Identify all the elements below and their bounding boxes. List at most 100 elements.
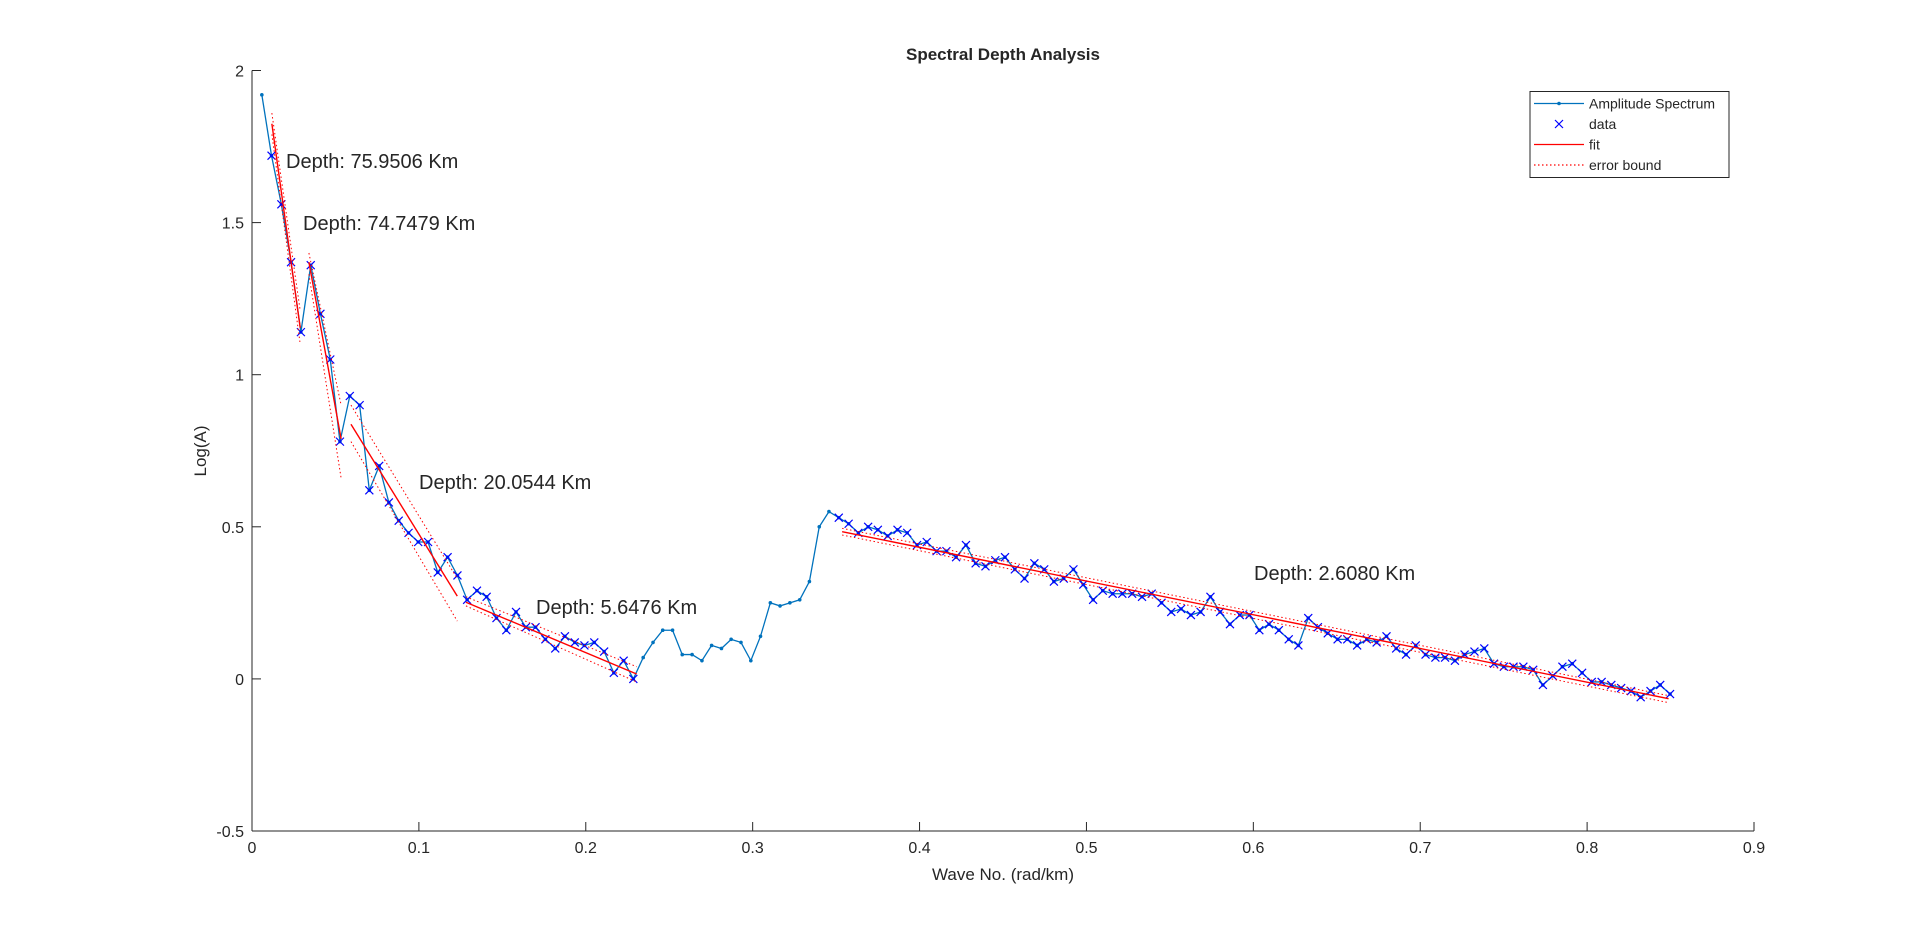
depth-annotation: Depth: 75.9506 Km [286,151,458,173]
data-marker [1196,607,1206,617]
data-marker [1538,680,1548,690]
data-marker [550,644,560,653]
x-tick-label: 0.5 [1075,840,1097,857]
data-marker [1421,650,1430,659]
x-tick-label: 0 [248,840,257,857]
x-tick-label: 0.9 [1743,840,1765,857]
y-tick-label: -0.5 [216,824,244,841]
spectrum-point [797,598,802,602]
x-tick-label: 0.3 [742,840,764,857]
legend-label: fit [1589,137,1600,153]
data-marker [462,595,472,605]
data-marker [1166,607,1176,617]
error-bound [350,404,458,579]
spectrum-point [660,628,665,633]
data-marker [1020,574,1029,583]
data-marker [453,571,462,580]
data-marker [844,519,854,529]
y-tick-label: 0.5 [222,520,244,537]
data-marker [1401,650,1411,659]
x-tick-label: 0.4 [908,840,930,857]
data-marker [1499,662,1509,672]
spectrum-point [827,509,831,514]
fit-line [271,123,301,328]
data-marker [1577,668,1587,678]
data-marker [1108,589,1118,599]
spectrum-point [817,525,822,529]
data-marker [1069,564,1078,574]
spectrum-point [651,640,655,645]
data-marker [1479,644,1489,653]
data-marker [834,513,844,523]
data-marker [1225,619,1235,629]
data-marker [863,522,873,532]
data-marker [364,485,374,495]
fit-line [465,601,637,675]
y-tick-label: 1.5 [222,216,244,233]
data-marker [384,498,394,507]
data-marker [1333,634,1343,644]
data-marker [1206,592,1215,602]
data-marker [628,674,638,684]
data-marker [1284,634,1294,644]
data-marker [1646,686,1655,696]
error-bound [842,527,1669,697]
y-tick-label: 0 [235,672,244,689]
depth-annotation: Depth: 74.7479 Km [303,213,475,235]
spectrum-point [709,643,714,648]
data-marker [335,437,345,447]
data-marker [1450,656,1460,666]
depth-annotation: Depth: 5.6476 Km [536,597,697,619]
data-marker [1215,607,1225,617]
spectrum-point [719,646,724,651]
data-marker [1088,595,1098,605]
data-marker [1186,610,1196,620]
data-marker [619,656,629,666]
error-bound [842,534,1669,704]
data-marker [1117,589,1127,599]
error-bound [271,134,301,345]
x-tick-label: 0.1 [408,840,430,857]
legend-swatch-marker [1554,119,1564,129]
depth-annotation: Depth: 20.0544 Km [419,472,591,494]
data-marker [873,525,883,535]
x-tick-label: 0.8 [1576,840,1598,857]
spectrum-point [768,601,773,605]
y-tick-label: 2 [235,64,244,81]
data-marker [355,400,365,410]
spectrum-point [260,93,264,97]
x-axis-label: Wave No. (rad/km) [932,865,1074,884]
chart-title: Spectral Depth Analysis [906,45,1100,64]
spectrum-point [807,579,812,584]
fit-line [308,262,342,440]
data-marker [981,561,990,571]
data-marker [1303,613,1313,623]
legend-swatch-marker [1557,101,1561,106]
x-tick-label: 0.6 [1242,840,1264,857]
data-marker [1655,680,1665,690]
data-marker [413,537,423,547]
legend-box [1529,91,1730,178]
data-marker [511,607,521,617]
data-marker [902,528,912,538]
data-marker [1470,647,1479,656]
data-marker [1000,552,1010,562]
data-marker [1587,677,1597,687]
data-marker [306,260,316,270]
spectrum-point [788,601,792,605]
depth-annotation: Depth: 2.6080 Km [1254,563,1415,585]
y-axis-label: Log(A) [191,425,210,476]
spectrum-point [778,604,782,608]
data-marker [1567,659,1577,669]
spectrum-point [680,652,685,657]
data-marker [1274,625,1284,635]
data-marker [589,637,599,647]
data-marker [501,625,511,635]
data-marker [1440,653,1450,663]
data-marker [267,151,276,161]
data-marker [1245,610,1254,620]
error-bound [350,441,458,622]
data-marker [1293,641,1303,650]
data-marker [374,461,384,471]
